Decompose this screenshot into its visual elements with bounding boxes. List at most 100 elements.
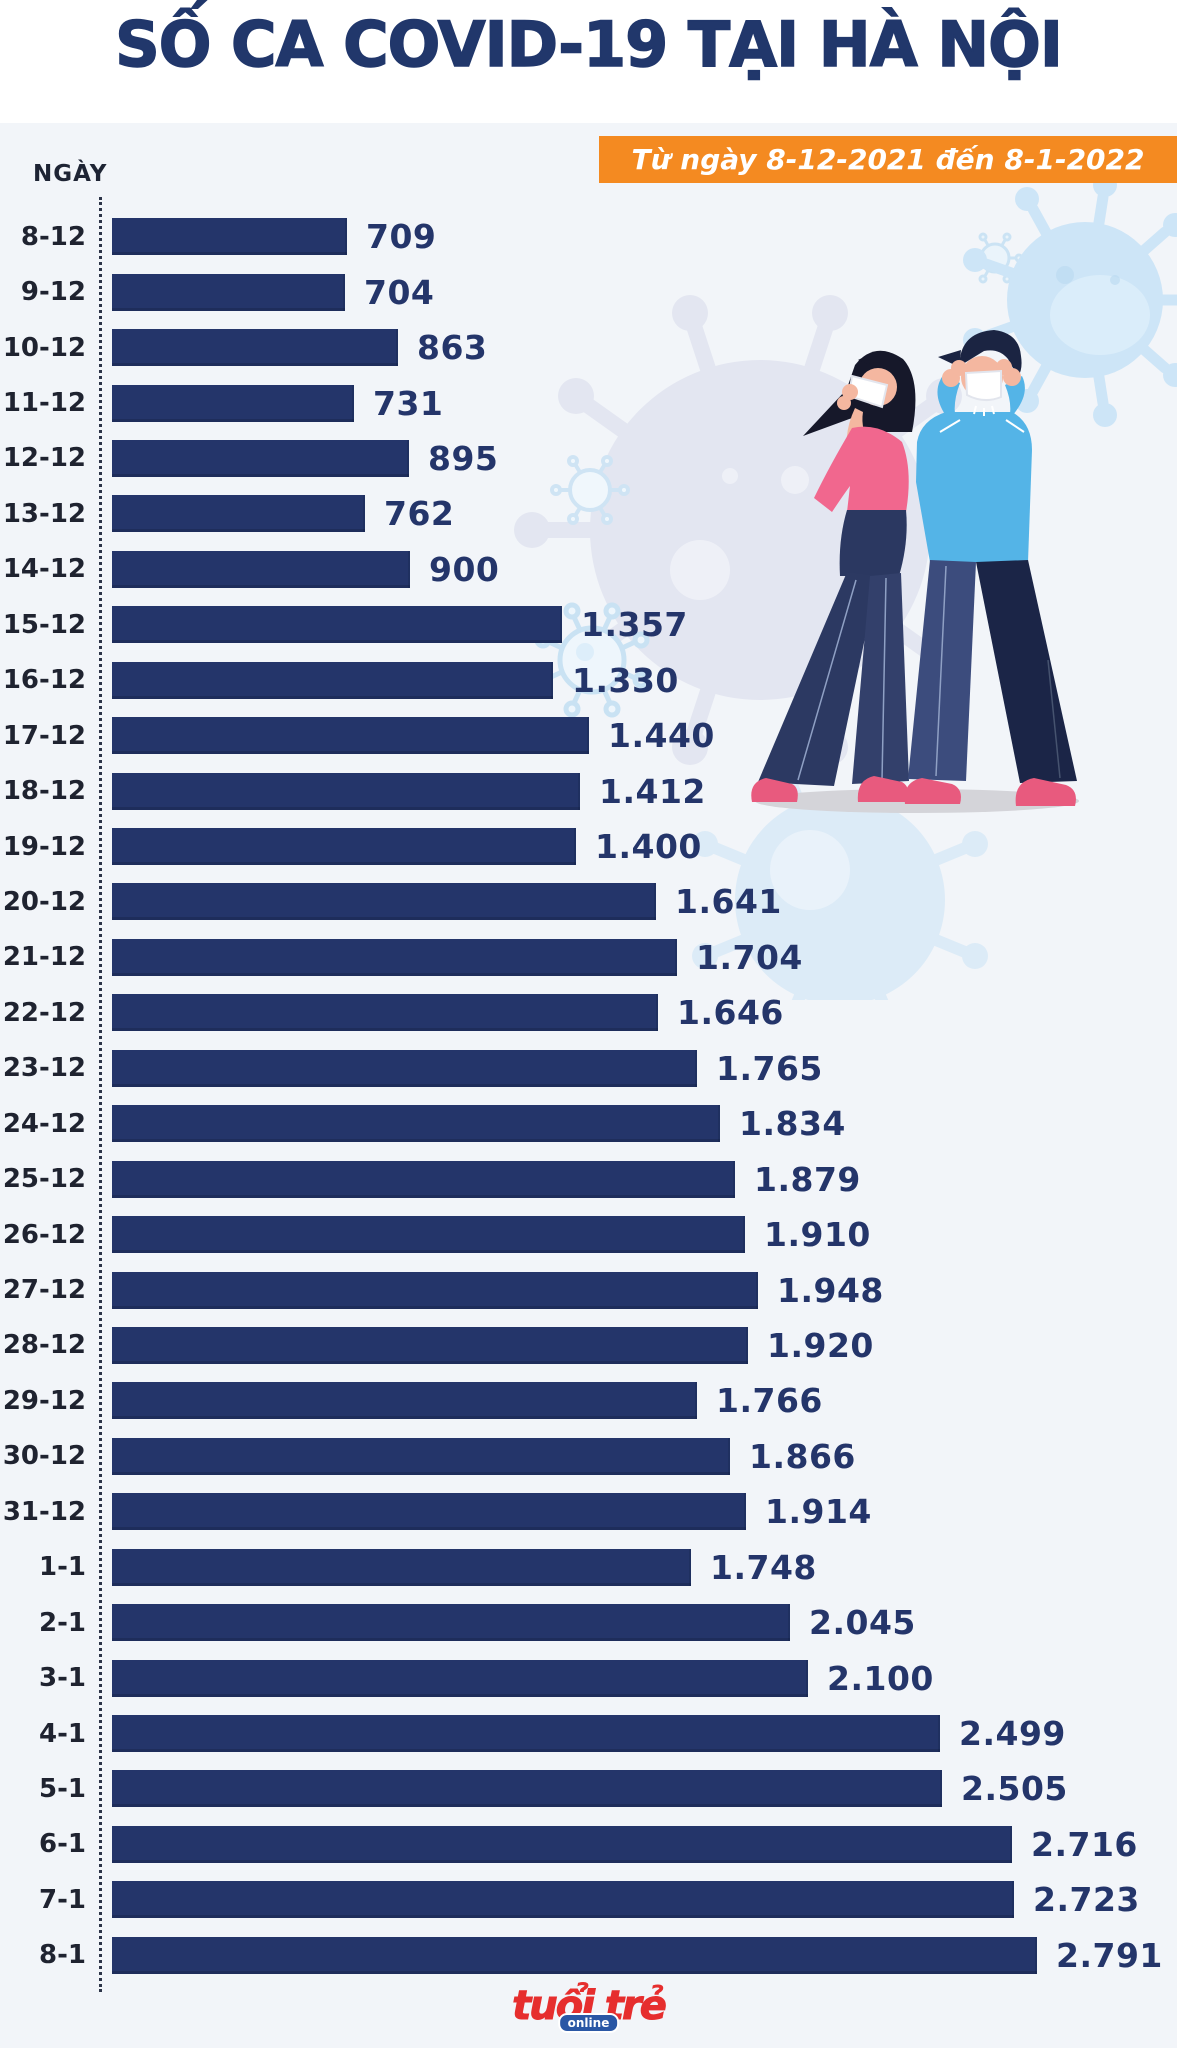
case-bar <box>112 772 580 810</box>
chart-row: 27-12 1.948 <box>0 1262 1177 1317</box>
date-label: 26-12 <box>2 1219 86 1250</box>
chart-row: 7-1 2.723 <box>0 1872 1177 1927</box>
date-label: 14-12 <box>2 554 86 585</box>
value-label: 900 <box>429 549 500 589</box>
value-label: 1.357 <box>581 605 688 645</box>
case-bar <box>112 828 576 866</box>
date-label: 7-1 <box>39 1884 86 1915</box>
case-bar <box>112 1160 735 1198</box>
date-label: 12-12 <box>2 443 86 474</box>
value-label: 863 <box>417 328 488 368</box>
chart-row: 4-1 2.499 <box>0 1706 1177 1761</box>
date-label: 28-12 <box>2 1330 86 1361</box>
chart-row: 18-12 1.412 <box>0 763 1177 818</box>
case-bar <box>112 1936 1037 1974</box>
chart-row: 31-12 1.914 <box>0 1484 1177 1539</box>
date-label: 30-12 <box>2 1441 86 1472</box>
case-bar <box>112 1437 730 1475</box>
value-label: 1.879 <box>754 1159 861 1199</box>
date-label: 16-12 <box>2 665 86 696</box>
man-figure <box>904 330 1077 806</box>
value-label: 1.641 <box>675 882 782 922</box>
chart-row: 10-12 863 <box>0 320 1177 375</box>
chart-row: 16-12 1.330 <box>0 653 1177 708</box>
date-label: 29-12 <box>2 1385 86 1416</box>
case-bar <box>112 1271 758 1309</box>
date-label: 31-12 <box>2 1496 86 1527</box>
chart-row: 29-12 1.766 <box>0 1373 1177 1428</box>
date-label: 10-12 <box>2 332 86 363</box>
date-label: 19-12 <box>2 831 86 862</box>
case-bar <box>112 329 398 367</box>
value-label: 2.723 <box>1033 1880 1140 1920</box>
case-bar <box>112 439 409 477</box>
date-label: 22-12 <box>2 997 86 1028</box>
case-bar <box>112 218 347 256</box>
value-label: 762 <box>384 494 455 534</box>
chart-row: 17-12 1.440 <box>0 708 1177 763</box>
case-bar <box>112 883 656 921</box>
chart-row: 14-12 900 <box>0 542 1177 597</box>
chart-row: 25-12 1.879 <box>0 1151 1177 1206</box>
value-label: 1.646 <box>677 993 784 1033</box>
case-bar <box>112 273 345 311</box>
logo-online-badge: online <box>557 2013 620 2033</box>
case-bar <box>112 717 589 755</box>
date-label: 8-12 <box>20 221 86 252</box>
date-label: 27-12 <box>2 1275 86 1306</box>
date-label: 11-12 <box>2 388 86 419</box>
chart-row: 9-12 704 <box>0 264 1177 319</box>
value-label: 709 <box>366 217 437 257</box>
chart-row: 23-12 1.765 <box>0 1041 1177 1096</box>
value-label: 1.914 <box>765 1492 872 1532</box>
chart-row: 8-12 709 <box>0 209 1177 264</box>
value-label: 2.499 <box>959 1714 1066 1754</box>
case-bar <box>112 384 354 422</box>
value-label: 1.948 <box>777 1270 884 1310</box>
date-label: 24-12 <box>2 1108 86 1139</box>
date-label: 6-1 <box>39 1829 86 1860</box>
value-label: 1.834 <box>739 1104 846 1144</box>
y-axis-line <box>99 197 102 1992</box>
bar-chart-rows: 8-12 709 9-12 704 10-12 863 11-12 731 12-12 895 13… <box>0 209 1177 1983</box>
case-bar <box>112 1105 720 1143</box>
chart-row: 26-12 1.910 <box>0 1207 1177 1262</box>
date-label: 8-1 <box>39 1940 86 1971</box>
case-bar <box>112 1659 808 1697</box>
case-bar <box>112 661 553 699</box>
case-bar <box>112 1493 746 1531</box>
date-label: 4-1 <box>39 1718 86 1749</box>
value-label: 1.412 <box>599 771 706 811</box>
date-range-banner: Từ ngày 8-12-2021 đến 8-1-2022 <box>599 136 1177 183</box>
case-bar <box>112 495 365 533</box>
chart-row: 13-12 762 <box>0 486 1177 541</box>
page-title: SỐ CA COVID-19 TẠI HÀ NỘI <box>114 7 1063 82</box>
chart-row: 24-12 1.834 <box>0 1096 1177 1151</box>
case-bar <box>112 1548 691 1586</box>
chart-row: 22-12 1.646 <box>0 985 1177 1040</box>
publisher-logo: tuổi trẻ online <box>0 1983 1177 2043</box>
chart-row: 6-1 2.716 <box>0 1817 1177 1872</box>
chart-row: 20-12 1.641 <box>0 874 1177 929</box>
chart-row: 12-12 895 <box>0 431 1177 486</box>
date-label: 25-12 <box>2 1164 86 1195</box>
case-bar <box>112 1049 697 1087</box>
case-bar <box>112 1770 942 1808</box>
date-label: 5-1 <box>39 1773 86 1804</box>
date-range-text: Từ ngày 8-12-2021 đến 8-1-2022 <box>631 143 1145 176</box>
value-label: 1.704 <box>696 937 803 977</box>
chart-row: 3-1 2.100 <box>0 1650 1177 1705</box>
date-label: 23-12 <box>2 1053 86 1084</box>
date-label: 13-12 <box>2 498 86 529</box>
chart-row: 11-12 731 <box>0 375 1177 430</box>
value-label: 731 <box>373 383 444 423</box>
case-bar <box>112 1382 697 1420</box>
value-label: 2.791 <box>1056 1935 1163 1975</box>
virus-icon-small-outline-upper <box>550 455 630 525</box>
chart-row: 21-12 1.704 <box>0 930 1177 985</box>
y-axis-title: NGÀY <box>33 161 108 187</box>
case-bar <box>112 550 410 588</box>
chart-row: 5-1 2.505 <box>0 1761 1177 1816</box>
case-bar <box>112 606 562 644</box>
